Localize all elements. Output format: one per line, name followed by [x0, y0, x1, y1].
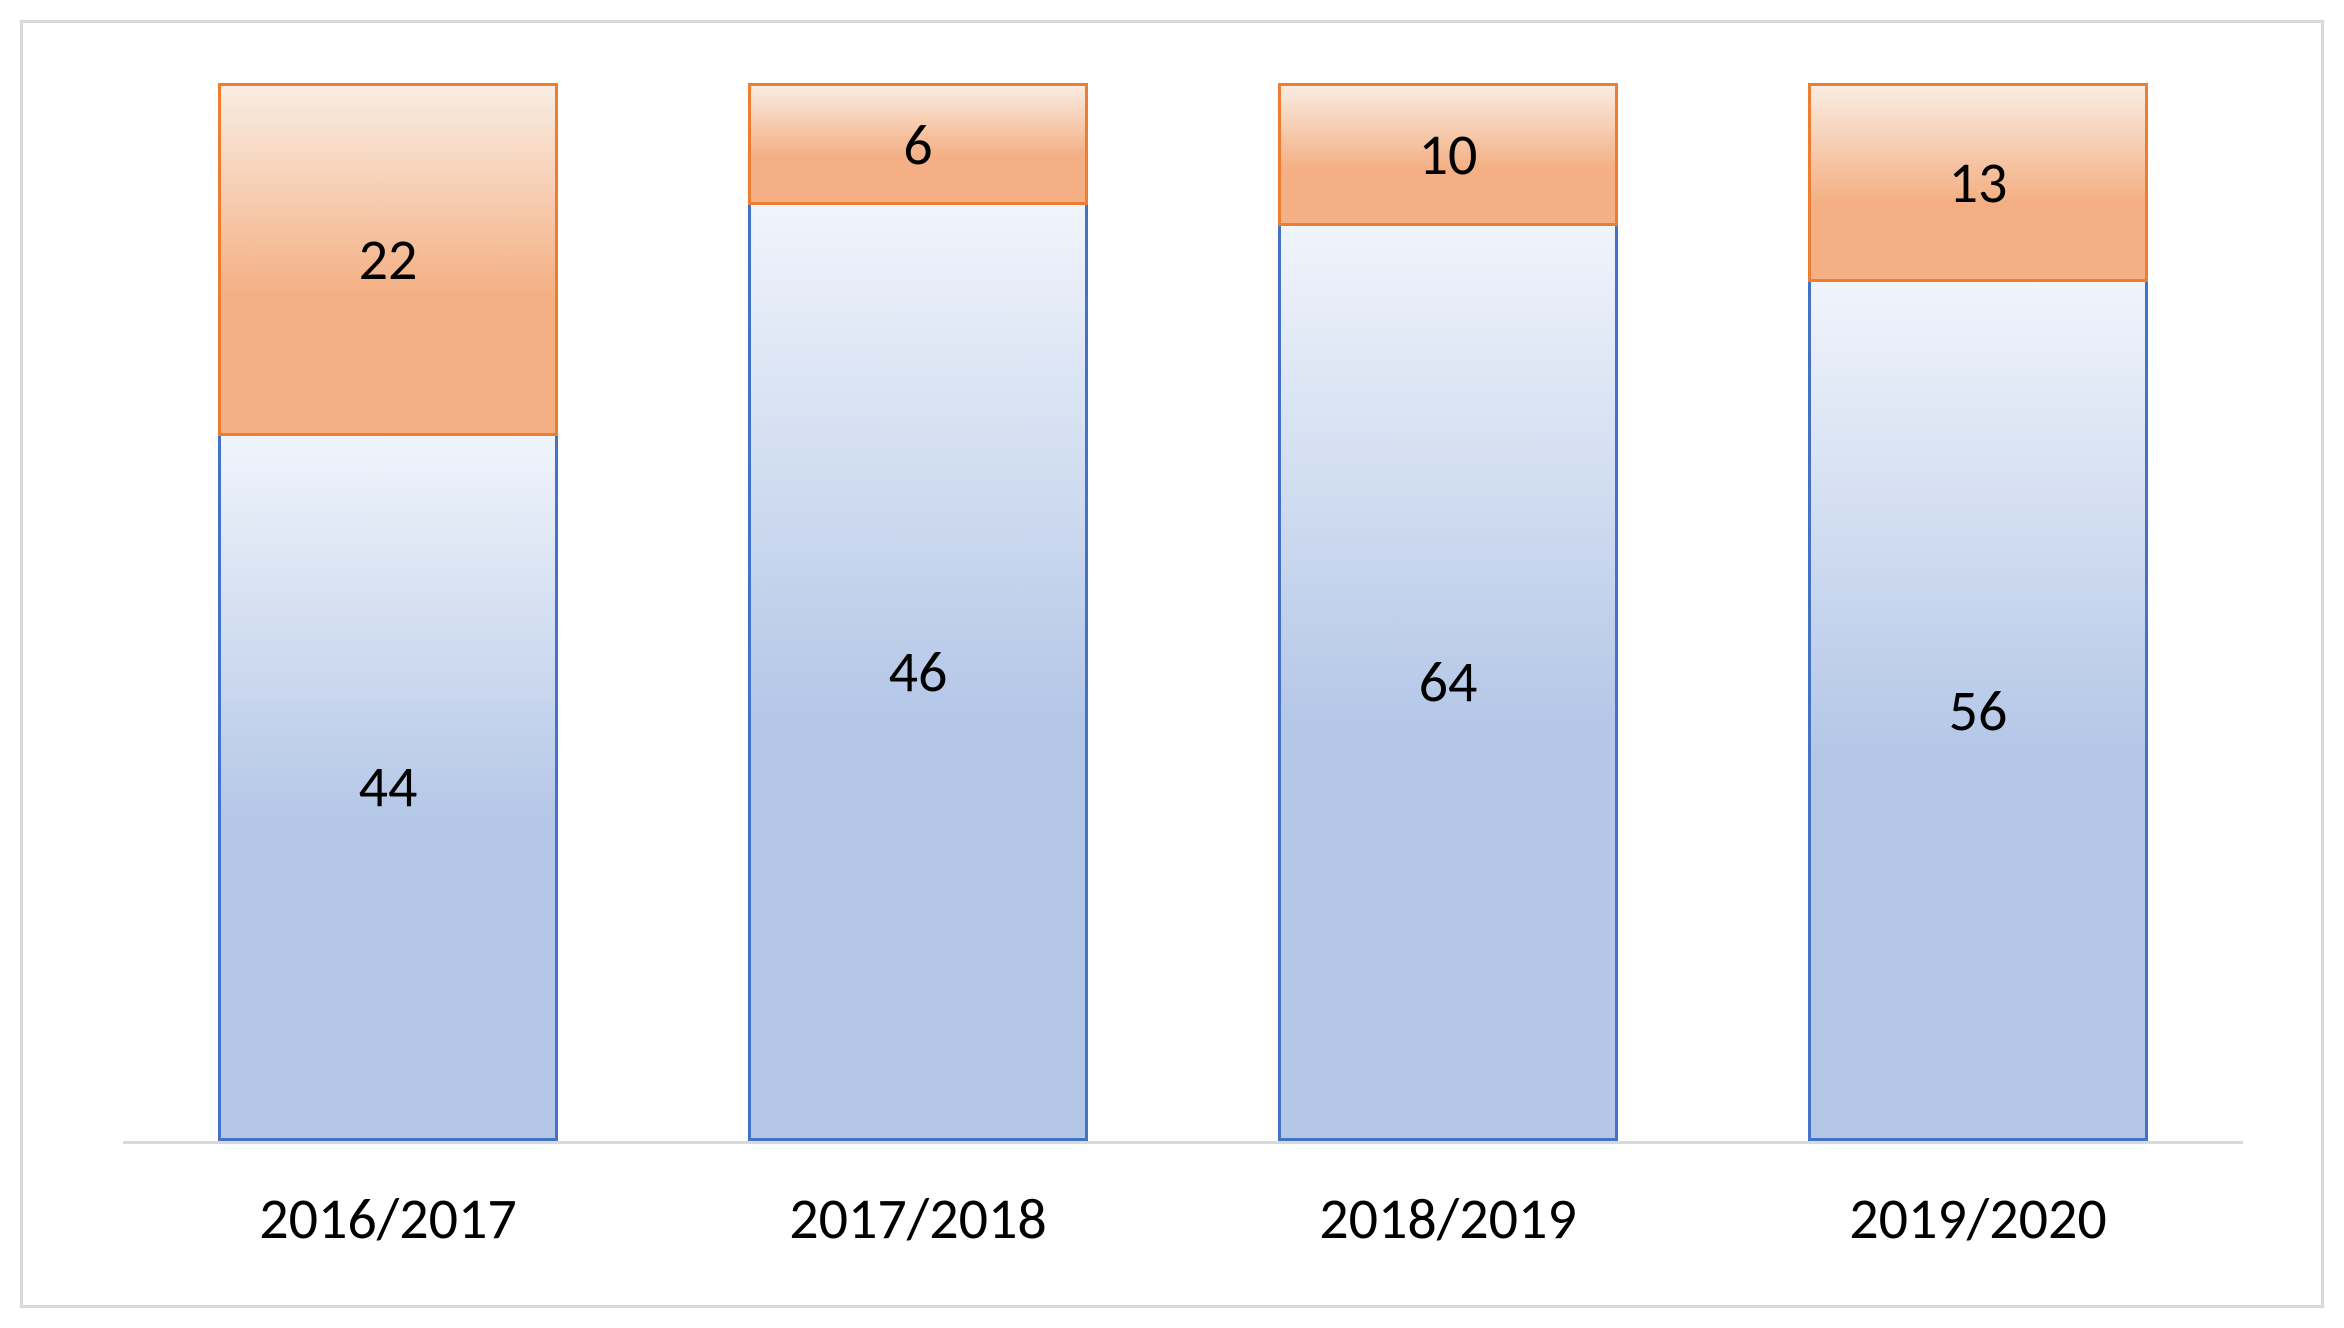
data-label: 22 [359, 224, 418, 295]
bar-group: 13 56 [1808, 83, 2148, 1141]
plot-area: 22 44 6 46 10 64 13 56 [123, 83, 2243, 1141]
bar-segment-top: 13 [1808, 83, 2148, 282]
bars-row: 22 44 6 46 10 64 13 56 [123, 83, 2243, 1141]
data-label: 44 [359, 751, 418, 822]
bar-segment-bottom: 46 [748, 205, 1088, 1141]
x-axis-label: 2018/2019 [1278, 1183, 1618, 1254]
x-axis-label: 2019/2020 [1808, 1183, 2148, 1254]
bar-segment-bottom: 64 [1278, 226, 1618, 1141]
data-label: 56 [1949, 675, 2008, 746]
chart-frame: 22 44 6 46 10 64 13 56 2016/2017 2017/2018 2018/2… [20, 20, 2324, 1308]
bar-group: 10 64 [1278, 83, 1618, 1141]
bar-group: 22 44 [218, 83, 558, 1141]
data-label: 6 [903, 109, 932, 180]
bar-segment-top: 10 [1278, 83, 1618, 226]
bar-segment-top: 6 [748, 83, 1088, 205]
data-label: 13 [1949, 147, 2008, 218]
data-label: 10 [1419, 119, 1478, 190]
bar-segment-bottom: 44 [218, 436, 558, 1141]
bar-segment-bottom: 56 [1808, 282, 2148, 1141]
x-axis-line [123, 1141, 2243, 1144]
bar-segment-top: 22 [218, 83, 558, 436]
x-axis-label: 2016/2017 [218, 1183, 558, 1254]
bar-group: 6 46 [748, 83, 1088, 1141]
data-label: 64 [1419, 646, 1478, 717]
x-axis-label: 2017/2018 [748, 1183, 1088, 1254]
data-label: 46 [889, 636, 948, 707]
x-axis-labels: 2016/2017 2017/2018 2018/2019 2019/2020 [123, 1168, 2243, 1268]
